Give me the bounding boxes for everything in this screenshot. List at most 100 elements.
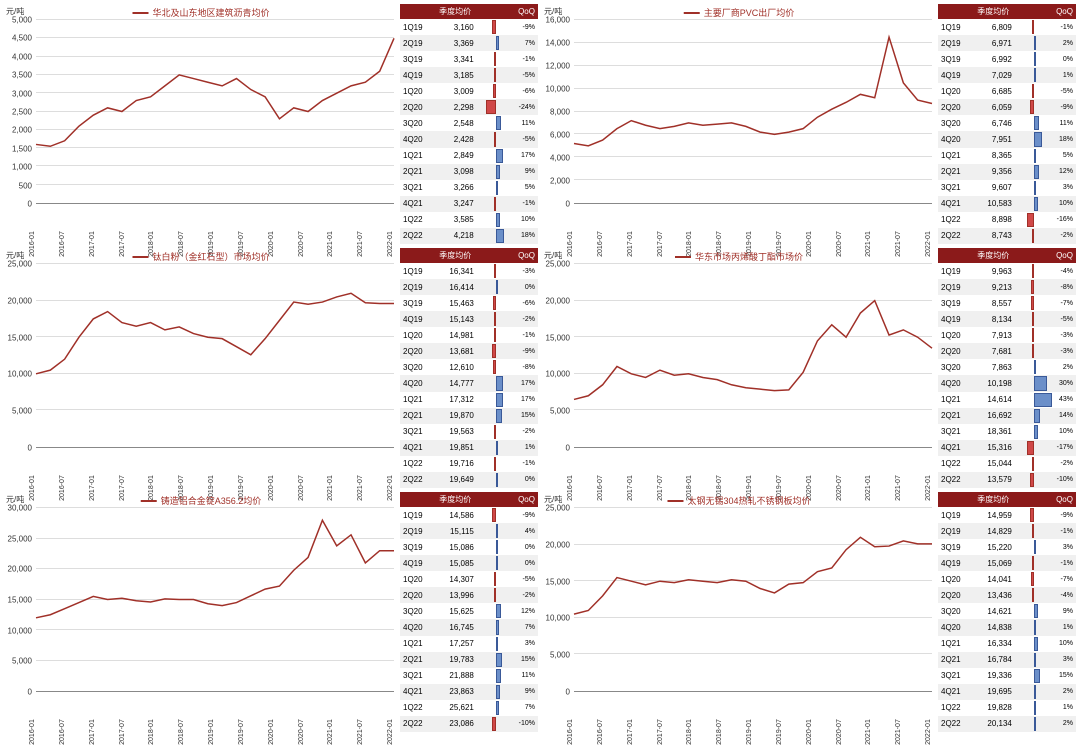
- quarter-cell: 3Q21: [938, 424, 972, 440]
- bar-cell: [477, 212, 515, 228]
- pct-cell: 17%: [515, 375, 538, 391]
- bar-cell: [1015, 83, 1053, 99]
- plot-area: [36, 264, 394, 448]
- qoq-bar: [1034, 637, 1038, 651]
- y-tick: 6,000: [540, 131, 570, 140]
- pct-cell: -5%: [515, 67, 538, 83]
- table-row: 3Q2118,36110%: [938, 424, 1076, 440]
- panel-2: 元/吨钛白粉（金红石型）市场均价05,00010,00015,00020,000…: [4, 248, 538, 488]
- bar-cell: [477, 295, 515, 311]
- x-tick: 2018-01: [686, 719, 693, 745]
- x-tick: 2021-01: [865, 719, 872, 745]
- pct-cell: -1%: [515, 51, 538, 67]
- qoq-bar: [496, 280, 498, 294]
- quarter-cell: 1Q22: [938, 456, 972, 472]
- table-header: [938, 492, 972, 507]
- table-row: 1Q228,898-16%: [938, 212, 1076, 228]
- bar-cell: [1015, 327, 1053, 343]
- value-cell: 13,436: [972, 587, 1015, 603]
- y-tick: 12,000: [540, 62, 570, 71]
- qoq-bar: [496, 376, 503, 390]
- table-row: 3Q219,6073%: [938, 180, 1076, 196]
- y-tick: 2,000: [540, 177, 570, 186]
- chart-legend: 华北及山东地区建筑沥青均价: [132, 6, 269, 19]
- table-row: 4Q213,247-1%: [400, 196, 538, 212]
- table-row: 3Q1915,0860%: [400, 539, 538, 555]
- qoq-bar: [1032, 328, 1034, 342]
- bar-cell: [1015, 472, 1053, 488]
- table-header: QoQ: [1053, 492, 1076, 507]
- y-ticks: 05,00010,00015,00020,00025,00030,000: [4, 508, 34, 692]
- bar-cell: [477, 164, 515, 180]
- quarter-cell: 3Q21: [938, 180, 972, 196]
- pct-cell: 9%: [515, 684, 538, 700]
- bar-cell: [477, 228, 515, 244]
- qoq-bar: [1034, 360, 1036, 374]
- pct-cell: -1%: [1053, 555, 1076, 571]
- quarter-cell: 1Q21: [938, 636, 972, 652]
- bar-cell: [477, 67, 515, 83]
- value-cell: 14,777: [434, 375, 477, 391]
- table-row: 2Q193,3697%: [400, 35, 538, 51]
- y-tick: 3,500: [2, 71, 32, 80]
- pct-cell: 2%: [1053, 359, 1076, 375]
- bar-cell: [477, 392, 515, 408]
- y-tick: 0: [2, 444, 32, 453]
- qoq-bar: [1034, 52, 1036, 66]
- pct-cell: 11%: [515, 668, 538, 684]
- quarter-cell: 2Q19: [400, 35, 434, 51]
- table-row: 3Q1915,463-6%: [400, 295, 538, 311]
- x-tick: 2021-07: [895, 719, 902, 745]
- table-row: 2Q224,21818%: [400, 228, 538, 244]
- bar-cell: [1015, 343, 1053, 359]
- y-tick: 4,000: [2, 52, 32, 61]
- pct-cell: -3%: [515, 263, 538, 279]
- qoq-bar: [496, 653, 502, 667]
- qoq-bar: [496, 540, 498, 554]
- quarter-cell: 1Q20: [938, 571, 972, 587]
- y-tick: 30,000: [2, 504, 32, 513]
- quarter-cell: 1Q21: [400, 148, 434, 164]
- pct-cell: 10%: [515, 212, 538, 228]
- y-tick: 10,000: [540, 370, 570, 379]
- bar-cell: [1015, 131, 1053, 147]
- quarter-cell: 2Q21: [938, 652, 972, 668]
- value-cell: 10,583: [972, 196, 1015, 212]
- quarter-cell: 2Q21: [400, 652, 434, 668]
- quarter-cell: 3Q20: [938, 115, 972, 131]
- x-tick: 2021-07: [357, 719, 364, 745]
- y-tick: 15,000: [2, 596, 32, 605]
- value-cell: 14,586: [434, 507, 477, 523]
- table-header: [400, 4, 434, 19]
- bar-cell: [477, 131, 515, 147]
- value-cell: 6,971: [972, 35, 1015, 51]
- table-row: 4Q2119,6952%: [938, 684, 1076, 700]
- y-tick: 0: [2, 200, 32, 209]
- bar-cell: [477, 539, 515, 555]
- value-cell: 3,266: [434, 180, 477, 196]
- qoq-bar: [1034, 181, 1036, 195]
- quarter-cell: 4Q20: [400, 131, 434, 147]
- x-tick: 2016-01: [567, 719, 574, 745]
- value-cell: 19,716: [434, 456, 477, 472]
- quarter-cell: 2Q19: [938, 35, 972, 51]
- quarter-cell: 3Q19: [938, 51, 972, 67]
- pct-cell: -9%: [515, 343, 538, 359]
- bar-cell: [1015, 440, 1053, 456]
- table-header: [1015, 492, 1053, 507]
- x-tick: 2016-07: [59, 719, 66, 745]
- value-cell: 8,743: [972, 228, 1015, 244]
- qoq-bar: [1034, 425, 1038, 439]
- table-row: 1Q1916,341-3%: [400, 263, 538, 279]
- bar-cell: [1015, 35, 1053, 51]
- bar-cell: [1015, 19, 1053, 35]
- x-tick: 2020-01: [268, 719, 275, 745]
- pct-cell: 0%: [1053, 51, 1076, 67]
- x-ticks: 2016-012016-072017-012017-072018-012018-…: [574, 206, 932, 244]
- quarter-cell: 1Q19: [938, 507, 972, 523]
- pct-cell: 9%: [515, 164, 538, 180]
- y-tick: 20,000: [540, 296, 570, 305]
- chart: 元/吨钛白粉（金红石型）市场均价05,00010,00015,00020,000…: [4, 248, 398, 488]
- table-row: 1Q193,160-9%: [400, 19, 538, 35]
- qoq-bar: [496, 181, 498, 195]
